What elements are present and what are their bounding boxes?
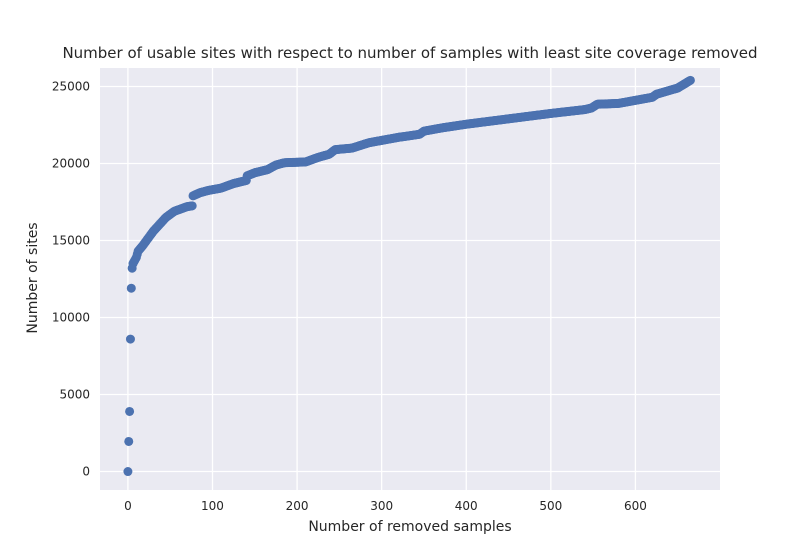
y-tick-label: 5000 [59,388,90,402]
y-tick-label: 20000 [52,156,90,170]
data-point [685,75,695,85]
y-tick-label: 10000 [52,311,90,325]
data-point [125,406,135,416]
data-point [124,436,134,446]
data-point [126,283,136,293]
x-tick-label: 500 [539,499,562,513]
x-tick-label: 200 [286,499,309,513]
x-tick-label: 600 [624,499,647,513]
x-tick-label: 300 [370,499,393,513]
x-axis-ticks: 0 100 200 300 400 500 600 [124,499,647,513]
y-tick-label: 15000 [52,233,90,247]
y-tick-label: 0 [82,465,90,479]
data-point [125,334,135,344]
y-axis-ticks: 0 5000 10000 15000 20000 25000 [52,79,90,478]
gridlines [100,68,720,490]
x-tick-label: 400 [455,499,478,513]
chart-title: Number of usable sites with respect to n… [62,44,757,62]
data-point [123,467,133,477]
x-tick-label: 100 [201,499,224,513]
data-points [123,75,695,477]
data-point [187,201,197,211]
y-tick-label: 25000 [52,79,90,93]
x-axis-label: Number of removed samples [308,519,511,535]
y-axis-label: Number of sites [25,222,41,333]
x-tick-label: 0 [124,499,132,513]
